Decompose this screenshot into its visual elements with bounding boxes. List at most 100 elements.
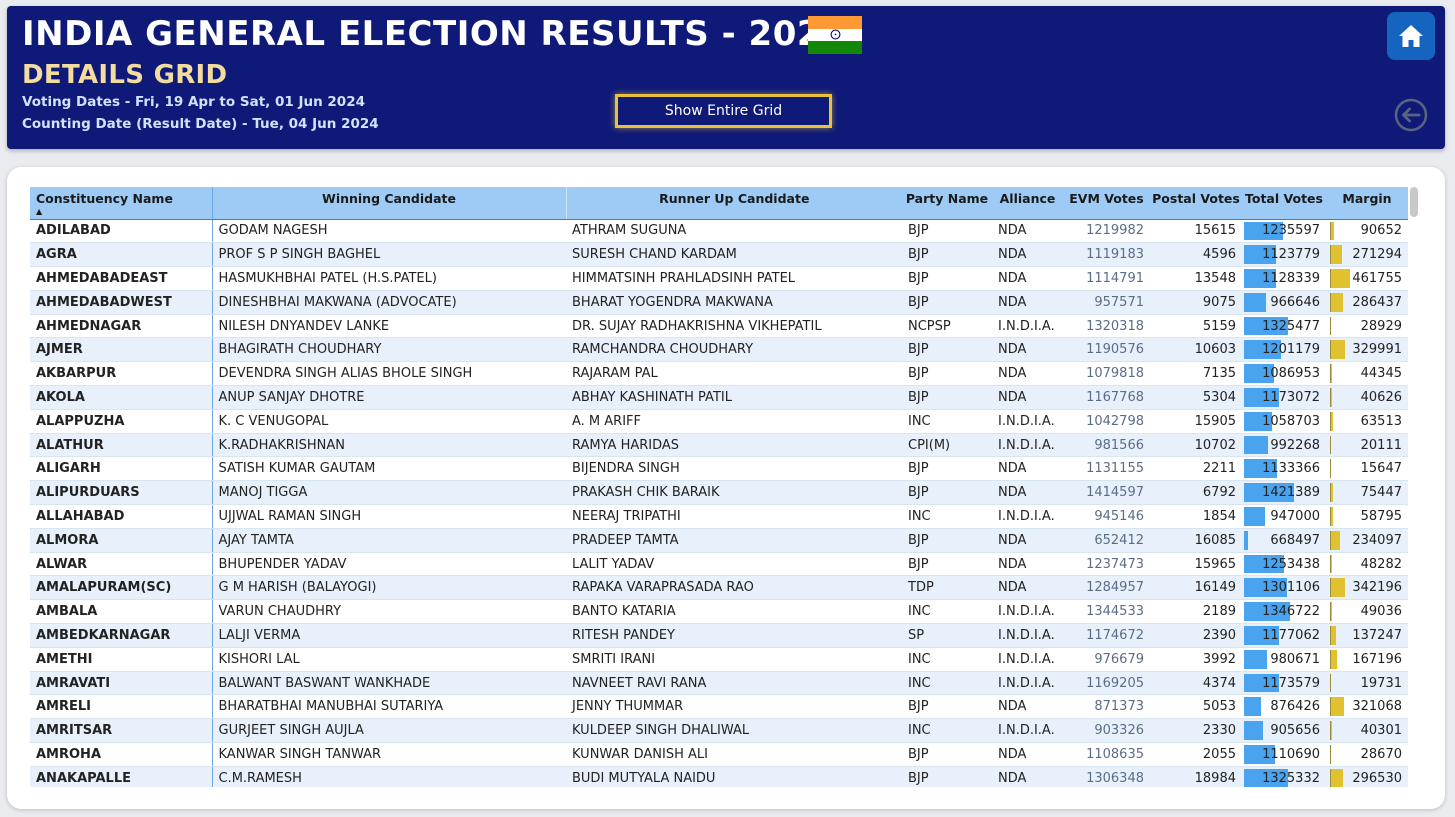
home-button[interactable] (1387, 12, 1435, 60)
table-row[interactable]: ALAPPUZHA K. C VENUGOPAL A. M ARIFF INC I.N.… (30, 409, 1408, 434)
back-button[interactable] (1394, 98, 1428, 132)
table-row[interactable]: AMRELI BHARATBHAI MANUBHAI SUTARIYA JENNY … (30, 694, 1408, 720)
cell-winning-candidate: GODAM NAGESH (212, 219, 566, 244)
column-header-party[interactable]: Party Name (902, 187, 992, 220)
cell-margin: 329991 (1326, 337, 1408, 363)
column-header-evm-votes[interactable]: EVM Votes (1063, 187, 1150, 220)
table-row[interactable]: ALATHUR K.RADHAKRISHNAN RAMYA HARIDAS CPI(M… (30, 433, 1408, 458)
table-row[interactable]: ALIPURDUARS MANOJ TIGGA PRAKASH CHIK BARAI… (30, 480, 1408, 506)
table-row[interactable]: AGRA PROF S P SINGH BAGHEL SURESH CHAND KA… (30, 242, 1408, 268)
cell-evm-votes: 1414597 (1063, 480, 1150, 506)
cell-winning-candidate: DEVENDRA SINGH ALIAS BHOLE SINGH (212, 361, 566, 387)
show-entire-grid-button[interactable]: Show Entire Grid (615, 94, 832, 128)
cell-evm-votes: 976679 (1063, 647, 1150, 672)
column-header-postal-votes[interactable]: Postal Votes (1150, 187, 1242, 220)
cell-postal-votes: 10603 (1150, 337, 1242, 363)
cell-alliance: NDA (992, 385, 1063, 410)
table-row[interactable]: ALMORA AJAY TAMTA PRADEEP TAMTA BJP NDA 65241… (30, 528, 1408, 553)
cell-runner-up: RAJARAM PAL (566, 361, 902, 387)
cell-postal-votes: 4596 (1150, 242, 1242, 268)
scrollbar-thumb[interactable] (1410, 187, 1418, 217)
margin-bar (1330, 221, 1334, 241)
cell-winning-candidate: DINESHBHAI MAKWANA (ADVOCATE) (212, 290, 566, 315)
cell-evm-votes: 1237473 (1063, 552, 1150, 577)
column-header-margin[interactable]: Margin (1326, 187, 1408, 220)
total-votes-value: 1235597 (1262, 223, 1320, 239)
column-header-constituency[interactable]: Constituency Name ▲ (30, 187, 213, 220)
table-row[interactable]: AKBARPUR DEVENDRA SINGH ALIAS BHOLE SINGH… (30, 361, 1408, 387)
cell-alliance: NDA (992, 266, 1063, 291)
cell-postal-votes: 4374 (1150, 671, 1242, 696)
cell-postal-votes: 7135 (1150, 361, 1242, 387)
cell-party: BJP (902, 219, 992, 244)
cell-constituency: ANAKAPALLE (30, 766, 213, 787)
cell-evm-votes: 1320318 (1063, 314, 1150, 339)
cell-total-votes: 966646 (1242, 290, 1326, 315)
table-row[interactable]: AHMEDNAGAR NILESH DNYANDEV LANKE DR. SUJAY… (30, 314, 1408, 339)
table-row[interactable]: AHMEDABADWEST DINESHBHAI MAKWANA (ADVOCAT… (30, 290, 1408, 315)
cell-constituency: ALIGARH (30, 456, 213, 482)
cell-party: BJP (902, 694, 992, 720)
cell-alliance: NDA (992, 480, 1063, 506)
cell-postal-votes: 6792 (1150, 480, 1242, 506)
cell-alliance: I.N.D.I.A. (992, 314, 1063, 339)
table-row[interactable]: AHMEDABADEAST HASMUKHBHAI PATEL (H.S.PATE… (30, 266, 1408, 291)
column-header-alliance[interactable]: Alliance (992, 187, 1063, 220)
table-row[interactable]: AMALAPURAM(SC) G M HARISH (BALAYOGI) RAPAK… (30, 575, 1408, 601)
column-header-total-votes[interactable]: Total Votes (1242, 187, 1326, 220)
cell-winning-candidate: AJAY TAMTA (212, 528, 566, 553)
vertical-scrollbar[interactable] (1409, 187, 1419, 787)
cell-runner-up: A. M ARIFF (566, 409, 902, 434)
table-row[interactable]: AMRAVATI BALWANT BASWANT WANKHADE NAVNEET … (30, 671, 1408, 696)
cell-runner-up: BHARAT YOGENDRA MAKWANA (566, 290, 902, 315)
cell-postal-votes: 2189 (1150, 599, 1242, 625)
column-header-runner-up[interactable]: Runner Up Candidate (566, 187, 902, 220)
cell-party: BJP (902, 361, 992, 387)
table-row[interactable]: AKOLA ANUP SANJAY DHOTRE ABHAY KASHINATH P… (30, 385, 1408, 410)
table-row[interactable]: ANAKAPALLE C.M.RAMESH BUDI MUTYALA NAIDU BJ… (30, 766, 1408, 787)
cell-party: INC (902, 409, 992, 434)
cell-postal-votes: 5053 (1150, 694, 1242, 720)
total-votes-value: 1325477 (1262, 318, 1320, 334)
table-row[interactable]: ALLAHABAD UJJWAL RAMAN SINGH NEERAJ TRIPAT… (30, 504, 1408, 529)
cell-alliance: NDA (992, 456, 1063, 482)
margin-axis-line (1330, 483, 1331, 503)
cell-alliance: I.N.D.I.A. (992, 718, 1063, 744)
cell-alliance: NDA (992, 528, 1063, 553)
cell-total-votes: 668497 (1242, 528, 1326, 553)
total-votes-value: 1325332 (1262, 770, 1320, 786)
cell-evm-votes: 652412 (1063, 528, 1150, 553)
margin-axis-line (1330, 721, 1331, 741)
margin-value: 49036 (1360, 604, 1402, 620)
table-row[interactable]: AMETHI KISHORI LAL SMRITI IRANI INC I.N.D.I.… (30, 647, 1408, 672)
table-row[interactable]: ALWAR BHUPENDER YADAV LALIT YADAV BJP NDA 123… (30, 552, 1408, 577)
margin-axis-line (1330, 316, 1331, 336)
margin-axis-line (1330, 697, 1331, 717)
margin-value: 44345 (1360, 366, 1402, 382)
cell-party: BJP (902, 766, 992, 787)
cell-runner-up: BIJENDRA SINGH (566, 456, 902, 482)
table-row[interactable]: ALIGARH SATISH KUMAR GAUTAM BIJENDRA SINGH… (30, 456, 1408, 482)
margin-axis-line (1330, 673, 1331, 693)
table-row[interactable]: AMRITSAR GURJEET SINGH AUJLA KULDEEP SINGH… (30, 718, 1408, 744)
table-row[interactable]: AMBALA VARUN CHAUDHRY BANTO KATARIA INC I.N.… (30, 599, 1408, 625)
cell-margin: 271294 (1326, 242, 1408, 268)
cell-party: CPI(M) (902, 433, 992, 458)
total-votes-value: 1421389 (1262, 485, 1320, 501)
total-votes-value: 1346722 (1262, 604, 1320, 620)
total-votes-bar (1244, 459, 1277, 479)
cell-constituency: AKBARPUR (30, 361, 213, 387)
cell-party: SP (902, 623, 992, 648)
cell-postal-votes: 13548 (1150, 266, 1242, 291)
cell-margin: 40301 (1326, 718, 1408, 744)
table-row[interactable]: ADILABAD GODAM NAGESH ATHRAM SUGUNA BJP NDA 1… (30, 219, 1408, 244)
cell-postal-votes: 3992 (1150, 647, 1242, 672)
column-header-winning-candidate[interactable]: Winning Candidate (212, 187, 567, 220)
page-subtitle: DETAILS GRID (22, 60, 228, 90)
table-row[interactable]: AMBEDKARNAGAR LALJI VERMA RITESH PANDEY SP I… (30, 623, 1408, 648)
margin-bar (1330, 364, 1332, 384)
cell-evm-votes: 1131155 (1063, 456, 1150, 482)
table-row[interactable]: AJMER BHAGIRATH CHOUDHARY RAMCHANDRA CHOUD… (30, 337, 1408, 363)
cell-party: BJP (902, 385, 992, 410)
table-row[interactable]: AMROHA KANWAR SINGH TANWAR KUNWAR DANISH A… (30, 742, 1408, 767)
